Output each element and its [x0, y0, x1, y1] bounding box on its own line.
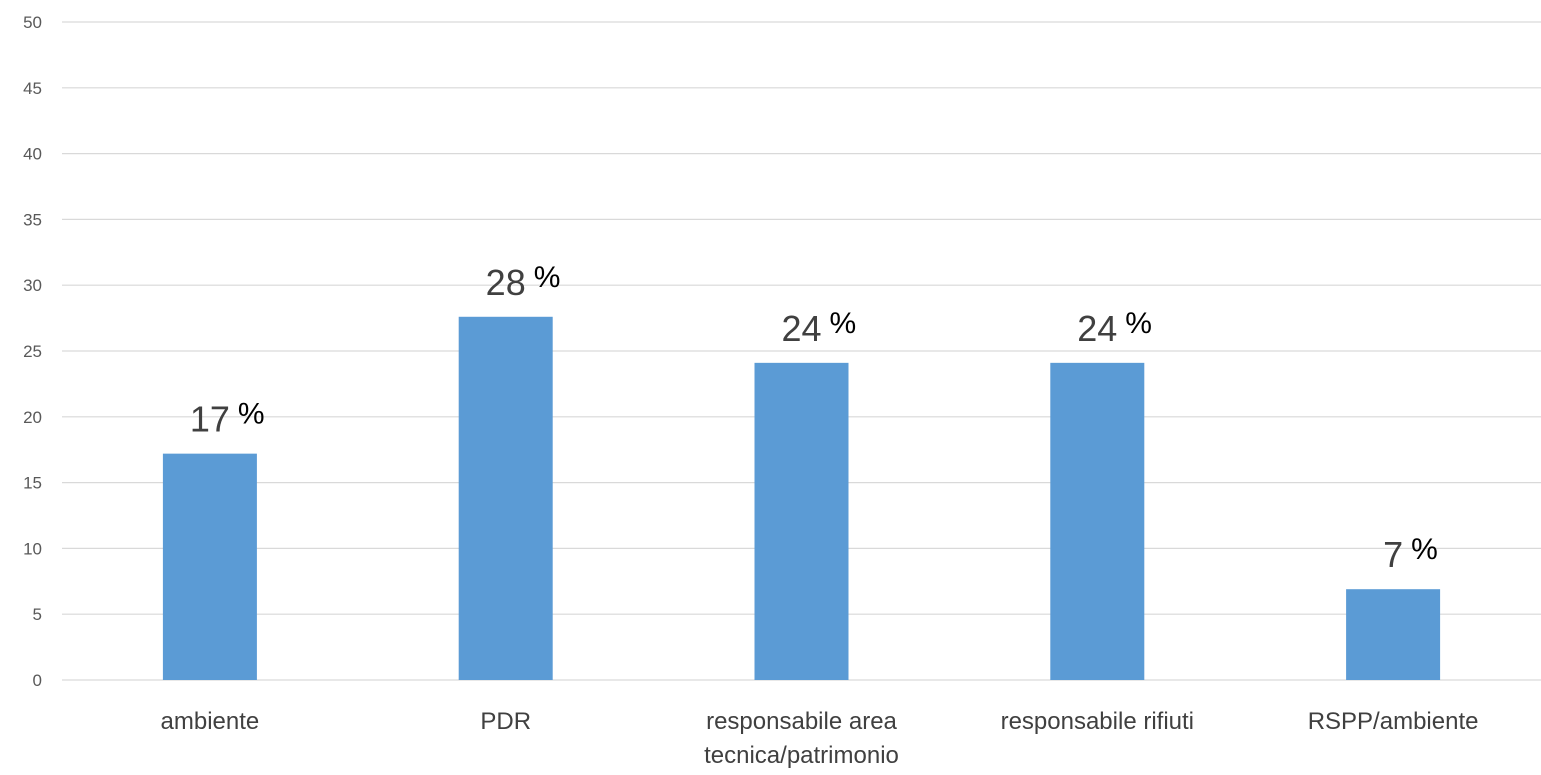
category-label: ambiente: [161, 708, 260, 735]
data-label-value: 24: [781, 308, 821, 349]
category-label: RSPP/ambiente: [1308, 708, 1479, 735]
data-label-value: 17: [190, 399, 230, 440]
data-label-unit: %: [830, 307, 857, 340]
y-tick-label: 40: [23, 145, 42, 164]
y-tick-label: 45: [23, 79, 42, 98]
y-tick-label: 25: [23, 342, 42, 361]
data-label-unit: %: [534, 261, 561, 294]
bars: [162, 316, 1441, 680]
bar: [1346, 589, 1441, 680]
data-label-unit: %: [1411, 533, 1438, 566]
category-label: PDR: [480, 708, 531, 735]
data-labels: 17 %28 %24% 24 %7%: [190, 261, 1438, 575]
data-label-unit: %: [238, 398, 265, 431]
bar: [458, 316, 553, 680]
bar: [1050, 362, 1145, 680]
data-label-value: 24: [1077, 308, 1117, 349]
bar: [162, 453, 257, 680]
data-label-unit: %: [1125, 307, 1152, 340]
y-tick-label: 30: [23, 276, 42, 295]
category-labels: ambiente PDR responsabile area tecnica/patr…: [161, 708, 1479, 769]
y-tick-label: 35: [23, 210, 42, 229]
category-label: responsabile area: [706, 708, 897, 735]
y-tick-label: 15: [23, 474, 42, 493]
bar: [754, 362, 849, 680]
y-tick-label: 10: [23, 539, 42, 558]
y-axis-tick-labels: 0 5 10 15 20 25 30 35 40 45 50: [23, 13, 42, 690]
data-label-value: 28: [486, 262, 526, 303]
category-label: responsabile rifiuti: [1001, 708, 1194, 735]
y-tick-label: 0: [33, 671, 42, 690]
category-label: tecnica/patrimonio: [704, 742, 899, 769]
y-tick-label: 50: [23, 13, 42, 32]
y-tick-label: 5: [33, 605, 42, 624]
data-label-value: 7: [1383, 534, 1403, 575]
y-tick-label: 20: [23, 408, 42, 427]
